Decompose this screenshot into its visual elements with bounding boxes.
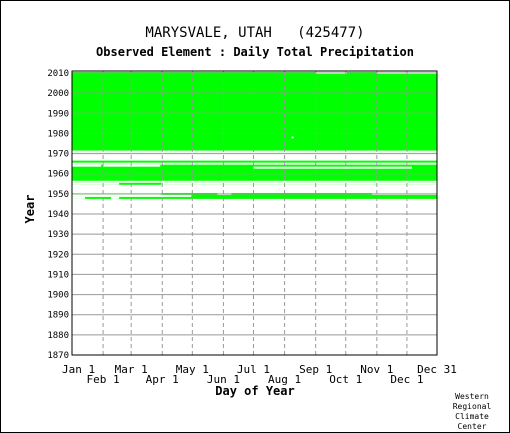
plot-border — [71, 70, 438, 356]
x-tick-label: Mar 1 — [115, 363, 148, 376]
y-tick-label: 2000 — [47, 89, 69, 99]
x-tick-label: Dec 31 — [417, 363, 457, 376]
x-tick-label: Nov 1 — [360, 363, 393, 376]
x-tick-label: Apr 1 — [146, 373, 179, 386]
data-gap — [72, 194, 192, 197]
data-gap — [72, 180, 437, 183]
data-gap — [72, 162, 437, 165]
data-gap — [72, 190, 437, 193]
y-tick-label: 1950 — [47, 190, 69, 200]
x-tick-label: May 1 — [176, 363, 209, 376]
data-gap — [111, 196, 120, 199]
x-tick-label: Jun 1 — [207, 373, 240, 386]
y-tick-label: 1900 — [47, 291, 69, 301]
x-tick-label: Dec 1 — [390, 373, 423, 386]
y-tick-label: 1870 — [47, 351, 69, 361]
y-tick-label: 1990 — [47, 109, 69, 119]
x-tick-label: Jan 1 — [62, 363, 95, 376]
wrcc-credit: Western Regional Climate Center — [449, 392, 495, 432]
data-gap — [253, 166, 412, 169]
data-gap — [103, 164, 161, 167]
data-gap — [161, 182, 437, 185]
y-tick-label: 1930 — [47, 230, 69, 240]
y-tick-label: 2010 — [47, 69, 69, 79]
data-coverage-band — [72, 72, 437, 153]
x-axis-label: Day of Year — [215, 384, 295, 398]
y-tick-label: 1910 — [47, 270, 69, 280]
y-tick-label: 1980 — [47, 129, 69, 139]
x-tick-label: Feb 1 — [87, 373, 120, 386]
x-tick-label: Aug 1 — [268, 373, 301, 386]
x-tick-label: Oct 1 — [329, 373, 362, 386]
chart-title: MARYSVALE, UTAH (425477) — [145, 25, 365, 41]
y-tick-label: 1960 — [47, 170, 69, 180]
data-gap — [72, 164, 102, 167]
data-gap — [291, 136, 294, 139]
y-tick-label: 1970 — [47, 150, 69, 160]
data-coverage-band — [72, 192, 437, 199]
credit-line: Regional — [452, 402, 492, 411]
y-tick-label: 1940 — [47, 210, 69, 220]
y-tick-label: 1920 — [47, 250, 69, 260]
data-gap — [72, 182, 120, 185]
y-tick-label: 1890 — [47, 311, 69, 321]
credit-line: Center — [457, 422, 487, 431]
data-gap — [72, 150, 437, 153]
y-tick-label: 1880 — [47, 331, 69, 341]
credit-line: Western — [455, 392, 489, 401]
credit-line: Climate — [455, 412, 489, 421]
x-tick-label: Sep 1 — [299, 363, 332, 376]
chart-subtitle: Observed Element : Daily Total Precipita… — [96, 45, 414, 59]
x-tick-label: Jul 1 — [237, 363, 270, 376]
data-gap — [72, 196, 86, 199]
